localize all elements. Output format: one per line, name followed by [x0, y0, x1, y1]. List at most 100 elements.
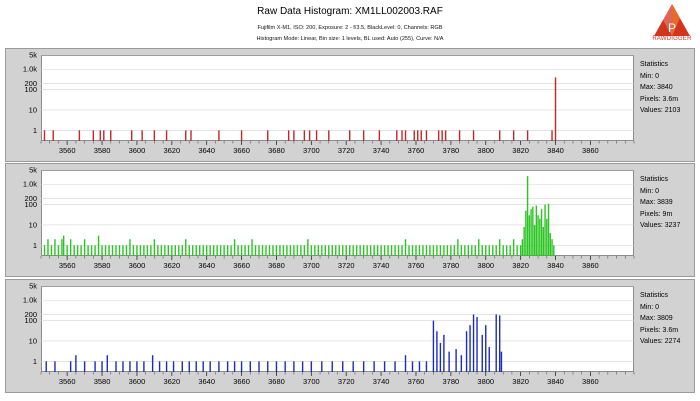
- histogram-bar: [342, 361, 344, 372]
- histogram-bar: [118, 245, 121, 256]
- y-tick-label: 5k: [29, 282, 37, 291]
- histogram-bar: [240, 130, 243, 141]
- histogram-bar: [455, 349, 457, 372]
- histogram-bar: [188, 361, 190, 372]
- histogram-bar: [218, 361, 220, 372]
- histogram-bar: [404, 130, 407, 141]
- histogram-bar: [533, 224, 536, 256]
- histogram-bar: [481, 245, 483, 256]
- histogram-bar: [61, 239, 63, 256]
- histogram-bar: [99, 130, 101, 141]
- histogram-bar: [417, 130, 419, 141]
- histogram-bar: [439, 342, 442, 372]
- histogram-bar: [92, 130, 95, 141]
- histogram-bar: [397, 245, 400, 256]
- x-tick-label: 3800: [477, 146, 494, 155]
- histogram-bar: [258, 245, 260, 256]
- histogram-bar: [523, 226, 525, 256]
- histogram-bar: [378, 130, 381, 141]
- histogram-bar: [293, 130, 295, 141]
- y-tick-label: 200: [24, 194, 37, 203]
- histogram-bar: [165, 361, 168, 372]
- x-tick-label: 3740: [373, 146, 390, 155]
- y-tick-label: 100: [24, 200, 37, 209]
- svg-text:P: P: [668, 21, 676, 35]
- histogram-bar: [275, 245, 278, 256]
- histogram-bar: [122, 361, 124, 372]
- histogram-bar: [439, 245, 442, 256]
- histogram-bar: [408, 245, 410, 256]
- histogram-bar: [146, 245, 149, 256]
- histogram-bar: [444, 130, 447, 141]
- x-tick-label: 3680: [268, 261, 285, 270]
- histogram-bar: [499, 239, 501, 256]
- histogram-bar: [544, 204, 546, 256]
- histogram-bar: [199, 245, 201, 256]
- histogram-bar: [254, 245, 257, 256]
- y-tick-label: 1.0k: [23, 296, 37, 305]
- histogram-bar: [94, 361, 96, 372]
- histogram-bar: [188, 245, 190, 256]
- histogram-bar: [249, 361, 251, 372]
- histogram-bar: [164, 245, 166, 256]
- x-tick-label: 3760: [408, 146, 425, 155]
- histogram-bar: [267, 130, 269, 141]
- histogram-bar: [519, 245, 522, 256]
- histogram-bar: [526, 130, 529, 141]
- histogram-bar: [383, 245, 386, 256]
- histogram-bar: [50, 245, 53, 256]
- histogram-bar: [535, 205, 538, 256]
- histogram-bar: [401, 130, 403, 141]
- histogram-bar: [315, 130, 318, 141]
- stat-max: Max: 3840: [640, 84, 673, 92]
- histogram-bar: [554, 77, 557, 141]
- histogram-bar: [275, 361, 278, 372]
- histogram-bar: [106, 355, 108, 372]
- histogram-bar: [443, 334, 445, 372]
- histogram-bar: [45, 361, 47, 372]
- histogram-bar: [509, 245, 511, 256]
- histogram-bar: [165, 130, 168, 141]
- histogram-bar: [446, 245, 449, 256]
- histogram-bar: [425, 245, 428, 256]
- histogram-bar: [553, 245, 555, 256]
- histogram-bar: [303, 245, 306, 256]
- histogram-bar: [317, 245, 320, 256]
- histogram-bar: [546, 218, 548, 256]
- y-tick-label: 1: [33, 126, 37, 135]
- histogram-bar: [223, 245, 225, 256]
- histogram-bar: [481, 334, 483, 372]
- histogram-bar: [247, 245, 250, 256]
- histogram-bar: [143, 245, 145, 256]
- histogram-bar: [267, 361, 269, 372]
- histogram-bar: [342, 245, 344, 256]
- histogram-bar: [132, 245, 135, 256]
- histogram-bar: [425, 361, 428, 372]
- x-tick-label: 3720: [338, 261, 355, 270]
- x-tick-label: 3640: [198, 146, 215, 155]
- histogram-bar: [190, 130, 192, 141]
- histogram-bar: [324, 245, 326, 256]
- stat-max: Max: 3839: [640, 199, 673, 207]
- histogram-bar: [335, 245, 337, 256]
- stat-values: Values: 2274: [640, 338, 681, 346]
- histogram-bar: [464, 245, 466, 256]
- histogram-bar: [474, 245, 476, 256]
- histogram-bar: [380, 245, 382, 256]
- histogram-bar: [448, 351, 450, 372]
- y-tick-label: 5k: [29, 166, 37, 175]
- histogram-bar: [73, 245, 75, 256]
- histogram-bar: [251, 239, 253, 256]
- x-tick-label: 3780: [443, 377, 460, 386]
- histogram-bar: [457, 239, 459, 256]
- histogram-bar: [472, 314, 475, 372]
- histogram-bar: [153, 130, 156, 141]
- x-tick-label: 3820: [512, 146, 529, 155]
- histogram-panel-blue: 5k 1.0k 200 100 10 1 3560 3580 3600 3620 3640 3660 3…: [5, 279, 695, 393]
- histogram-bar: [136, 361, 138, 372]
- histogram-bar: [390, 245, 393, 256]
- x-tick-label: 3560: [59, 261, 76, 270]
- histogram-bar: [436, 331, 438, 372]
- x-tick-label: 3680: [268, 146, 285, 155]
- histogram-bar: [338, 245, 340, 256]
